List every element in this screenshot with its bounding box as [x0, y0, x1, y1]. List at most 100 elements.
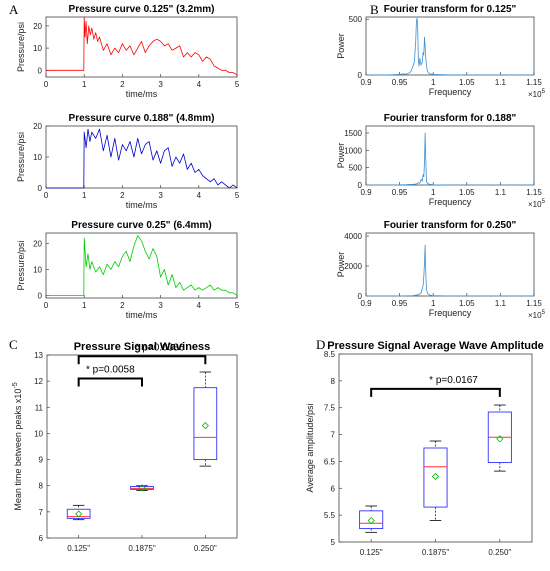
box-2 — [193, 371, 218, 467]
x-axis-label: time/ms — [126, 89, 158, 99]
significance-bracket-0: * p=0.0058 — [77, 365, 143, 387]
bracket-line — [370, 387, 501, 397]
y-tick-label: 0 — [38, 291, 43, 300]
chart-f2: Fourier transform for 0.188" 0.9 0.95 1 1.05… — [336, 113, 546, 209]
p-value-label: * p=0.0167 — [429, 375, 478, 386]
y-axis-label: Pressure/psi — [16, 240, 26, 290]
y-tick-label: 0 — [358, 292, 363, 301]
x-tick-label: 5 — [235, 301, 240, 310]
x-tick-label: 3 — [158, 80, 163, 89]
x-exponent-label: ×105 — [528, 310, 546, 320]
x-tick-label: 1 — [82, 301, 87, 310]
x-axis-label: Frequency — [429, 308, 472, 318]
y-tick-label: 7 — [331, 431, 336, 440]
panel-letter-B: B — [370, 2, 379, 17]
iqr-box — [423, 447, 448, 508]
y-tick-label: 20 — [33, 122, 42, 131]
y-axis-label: Power — [336, 252, 346, 278]
y-tick-label: 10 — [33, 153, 42, 162]
y-tick-label: 7.5 — [324, 404, 336, 413]
chart-title: Fourier transform for 0.125" — [384, 4, 517, 15]
x-tick-label: 2 — [120, 301, 125, 310]
x-tick-label: 3 — [158, 191, 163, 200]
x-exponent-label: ×105 — [528, 199, 546, 209]
x-exponent-label: ×105 — [528, 89, 546, 99]
y-tick-label: 0 — [38, 184, 43, 193]
bracket-line — [77, 377, 143, 387]
y-tick-label: 500 — [349, 164, 363, 173]
series-line-0 — [366, 244, 534, 297]
x-tick-label: 1 — [431, 299, 436, 308]
box-0 — [359, 505, 384, 533]
series-line-0 — [366, 17, 534, 76]
chart-p1: Pressure curve 0.125" (3.2mm) 0 1 2 3 4 5 0 10 20… — [16, 4, 240, 99]
x-tick-label: 0.95 — [392, 78, 408, 87]
y-tick-label: 0 — [358, 71, 363, 80]
mean-marker — [75, 510, 83, 518]
chart-box_d: Pressure Signal Average Wave Amplitude 5 5… — [305, 340, 544, 557]
y-axis-label: Pressure/psi — [16, 132, 26, 182]
y-tick-label: 10 — [33, 44, 42, 53]
y-tick-label: 10 — [33, 265, 42, 274]
x-tick-label: 2 — [120, 80, 125, 89]
chart-p3: Pressure curve 0.25" (6.4mm) 0 1 2 3 4 5 0 10 20 t… — [16, 220, 240, 320]
chart-title: Fourier transform for 0.188" — [384, 113, 517, 124]
y-axis-label: Mean time between peaks x10-5 — [12, 382, 23, 510]
y-tick-label: 500 — [349, 15, 363, 24]
y-tick-label: 5 — [331, 538, 336, 547]
x-axis-label: time/ms — [126, 310, 158, 320]
chart-f3: Fourier transform for 0.250" 0.9 0.95 1 1.05… — [336, 220, 546, 320]
box-2 — [487, 404, 512, 472]
mean-marker — [496, 435, 504, 443]
chart-title: Pressure Signal Waviness — [74, 341, 211, 353]
series-line-0 — [46, 16, 238, 76]
chart-title: Pressure curve 0.188" (4.8mm) — [69, 113, 215, 124]
x-tick-label: 1 — [82, 191, 87, 200]
y-axis-label: Power — [336, 33, 346, 59]
plot-frame — [45, 232, 238, 299]
mean-marker — [201, 422, 209, 430]
x-tick-label: 0 — [44, 301, 49, 310]
x-tick-label: 1.1 — [495, 188, 507, 197]
x-tick-label: 0.9 — [360, 299, 372, 308]
y-tick-label: 0 — [358, 181, 363, 190]
y-tick-label: 6.5 — [324, 457, 336, 466]
x-tick-label: 0.95 — [392, 299, 408, 308]
x-tick-label: 1.05 — [459, 188, 475, 197]
y-tick-label: 1000 — [344, 146, 362, 155]
y-tick-label: 8 — [39, 482, 44, 491]
chart-f1: Fourier transform for 0.125" 0.9 0.95 1 1.05… — [336, 4, 546, 99]
y-tick-label: 9 — [39, 456, 44, 465]
y-axis-label: Average amplitude/psi — [305, 404, 315, 493]
x-tick-label: 1.15 — [526, 78, 542, 87]
x-tick-label: 1.15 — [526, 188, 542, 197]
x-tick-label: 0.1875" — [422, 548, 449, 557]
p-value-label: * p=0.0336 — [136, 342, 185, 353]
x-tick-label: 4 — [197, 301, 202, 310]
iqr-box — [359, 510, 384, 530]
x-tick-label: 0.125" — [67, 544, 90, 553]
panel-letter-C: C — [9, 337, 18, 352]
y-tick-label: 20 — [33, 22, 42, 31]
series-line-0 — [46, 235, 238, 296]
x-tick-label: 1 — [82, 80, 87, 89]
y-tick-label: 12 — [34, 377, 43, 386]
mean-marker — [138, 484, 146, 492]
y-tick-label: 13 — [34, 351, 43, 360]
x-tick-label: 0.125" — [360, 548, 383, 557]
chart-title: Pressure curve 0.25" (6.4mm) — [71, 220, 211, 231]
y-tick-label: 8.5 — [324, 350, 336, 359]
y-tick-label: 7 — [39, 508, 44, 517]
x-axis-label: Frequency — [429, 197, 472, 207]
plot-frame — [45, 16, 238, 78]
y-tick-label: 8 — [331, 377, 336, 386]
x-tick-label: 0.9 — [360, 188, 372, 197]
x-tick-label: 0.250" — [194, 544, 217, 553]
x-tick-label: 1.1 — [495, 299, 507, 308]
y-tick-label: 20 — [33, 239, 42, 248]
plot-frame — [365, 232, 535, 297]
series-line-0 — [366, 132, 534, 186]
x-tick-label: 0.9 — [360, 78, 372, 87]
chart-title: Pressure Signal Average Wave Amplitude — [327, 340, 544, 352]
